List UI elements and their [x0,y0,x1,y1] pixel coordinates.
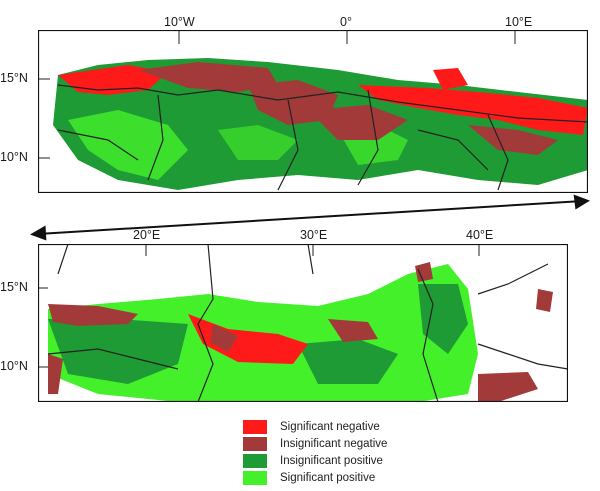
top-map-borders [57,84,588,191]
legend-item-significant-positive: Significant positive [243,470,375,485]
legend-item-significant-negative: Significant negative [243,419,380,434]
legend-item-insignificant-negative: Insignificant negative [243,436,387,451]
legend-label: Significant positive [280,471,376,484]
top-map [38,30,588,193]
legend-label: Insignificant negative [280,437,388,450]
legend-item-insignificant-positive: Insignificant positive [243,453,383,468]
bottom-lon-tick-label: 20°E [133,228,161,242]
top-lat-tick-label: 15°N [0,71,28,85]
top-lon-tick-label: 10°W [164,15,195,29]
bottom-map-graticule-ticks [38,244,480,368]
bottom-lat-tick-label: 10°N [0,359,28,373]
legend-swatch [243,453,267,468]
bottom-lat-tick-label: 15°N [0,280,28,294]
legend-swatch [243,470,267,485]
legend-swatch [243,436,267,451]
top-lon-tick-label: 10°E [505,15,533,29]
bottom-map [38,244,568,402]
bottom-lon-tick-label: 40°E [466,228,494,242]
top-lat-tick-label: 10°N [0,150,28,164]
top-map-graticule-ticks [38,30,516,159]
top-lon-tick-label: 0° [340,15,352,29]
bottom-map-borders [47,244,568,402]
bottom-lon-tick-label: 30°E [300,228,328,242]
legend-label: Insignificant positive [280,454,383,467]
legend-swatch [243,419,267,434]
bottom-map-trend-field [48,262,553,402]
top-map-trend-field [53,58,588,190]
legend-label: Significant negative [280,420,380,433]
connector-arrow [30,194,590,241]
